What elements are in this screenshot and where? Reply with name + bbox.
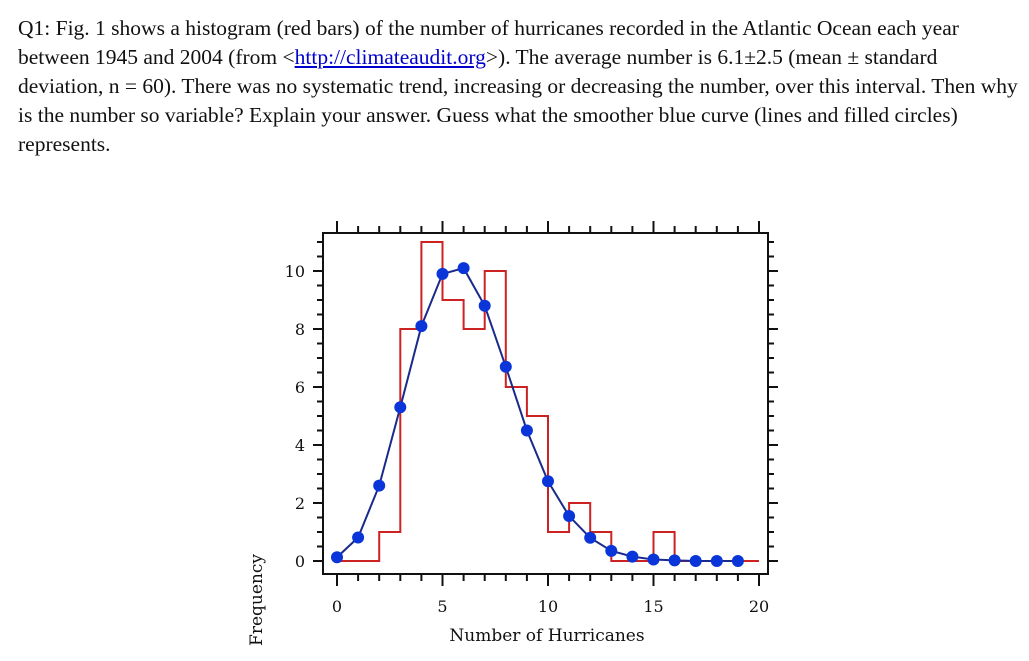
y-tick-label: 2 [295, 494, 305, 513]
curve-marker [331, 551, 343, 564]
curve-marker [563, 510, 576, 523]
curve-marker [520, 424, 533, 437]
curve-marker [710, 555, 723, 567]
plot-border [322, 232, 769, 575]
curve-marker [689, 555, 702, 567]
x-tick-label: 10 [538, 597, 558, 616]
curve-marker [352, 531, 365, 544]
y-tick-label: 8 [295, 320, 305, 339]
x-tick-label: 20 [749, 597, 769, 616]
curve-marker [415, 320, 428, 333]
question-suffix: >). The average number is 6.1±2.5 (mean … [18, 45, 1018, 156]
y-tick-label: 0 [295, 552, 305, 571]
x-tick-label: 0 [332, 597, 342, 616]
axis-labels: Number of Hurricanes Frequency [247, 554, 645, 646]
x-tick-label: 15 [643, 597, 663, 616]
curve-marker [626, 550, 639, 563]
curve-marker [499, 360, 512, 373]
question-prefix: Q1: Fig. 1 shows a histogram (red bars) … [18, 16, 959, 69]
y-tick-label: 4 [295, 436, 305, 455]
x-axis-label: Number of Hurricanes [449, 626, 644, 646]
curve-marker [584, 531, 597, 544]
smooth-curve-series [331, 262, 744, 567]
curve-marker [542, 475, 554, 488]
curve-marker [436, 267, 449, 280]
y-axis-label: Frequency [247, 554, 267, 646]
curve-marker [373, 479, 386, 492]
question-paragraph: Q1: Fig. 1 shows a histogram (red bars) … [18, 14, 1023, 159]
histogram-series [337, 241, 759, 562]
plot-frame [322, 232, 769, 575]
curve-marker [647, 553, 660, 566]
curve-marker [668, 554, 681, 567]
question-text: Q1: Fig. 1 shows a histogram (red bars) … [18, 14, 1023, 159]
histogram-outline [337, 241, 759, 562]
climateaudit-link[interactable]: http://climateaudit.org [294, 45, 486, 69]
y-tick-label: 10 [285, 262, 305, 281]
x-tick-label: 5 [437, 597, 447, 616]
curve-marker [478, 299, 491, 312]
curve-marker [457, 262, 470, 275]
axis-ticks: 0 5 10 15 20 0 2 4 6 8 10 [285, 221, 778, 616]
curve-marker [394, 401, 407, 414]
chart-svg: 0 5 10 15 20 0 2 4 6 8 10 Number of Hurricanes Fre… [247, 221, 778, 646]
histogram-chart: 0 5 10 15 20 0 2 4 6 8 10 Number of Hurricanes Fre… [0, 200, 1029, 656]
curve-marker [731, 555, 744, 567]
curve-marker [605, 544, 618, 557]
y-tick-label: 6 [295, 378, 305, 397]
curve-line [336, 266, 738, 562]
